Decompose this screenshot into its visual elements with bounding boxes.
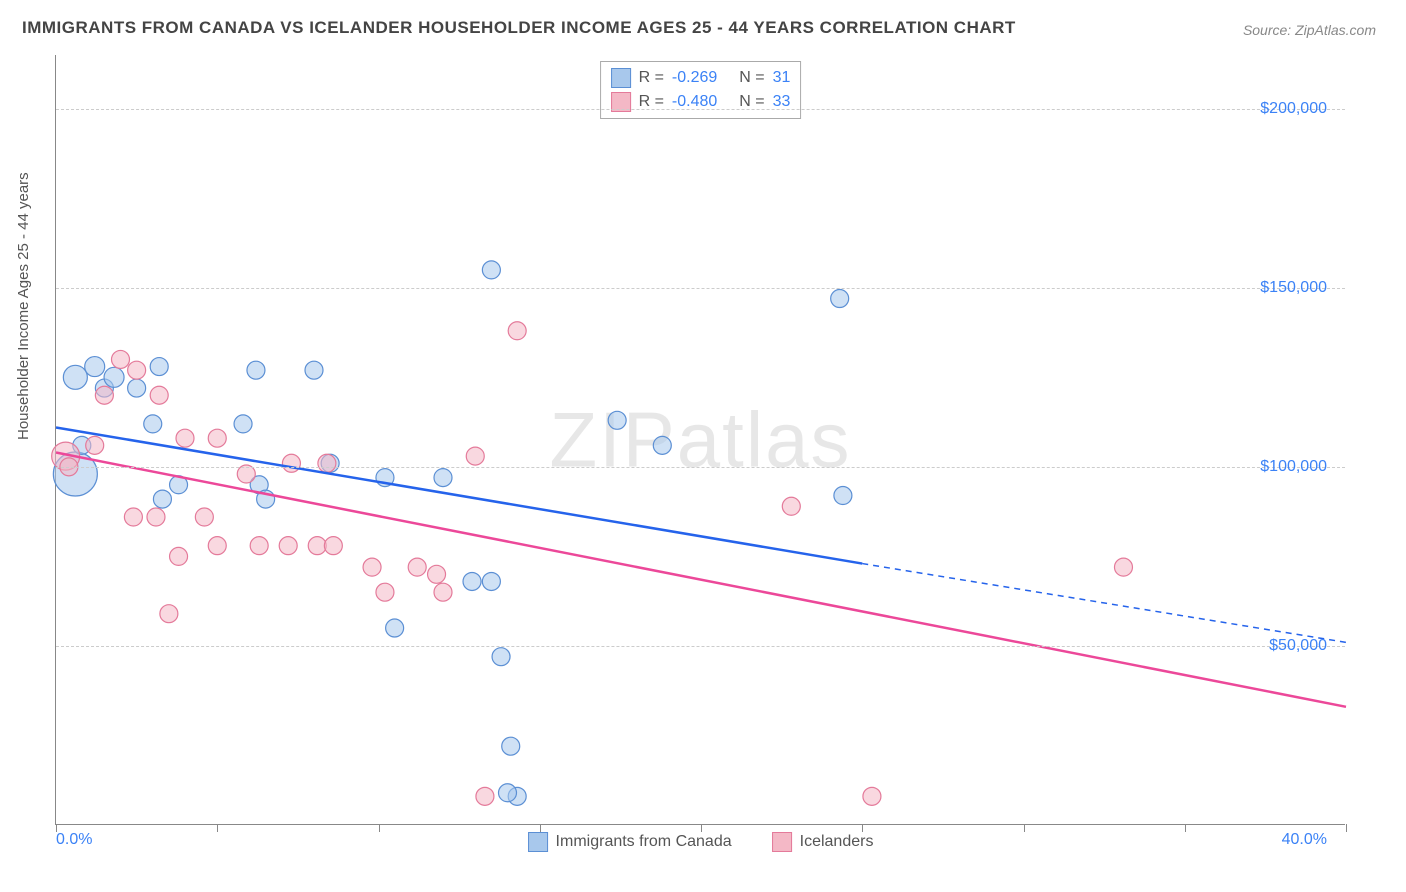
data-point <box>282 454 300 472</box>
stats-row-series-2: R = -0.480 N = 33 <box>611 90 791 114</box>
data-point <box>176 429 194 447</box>
data-point <box>408 558 426 576</box>
y-tick-label: $150,000 <box>1260 279 1327 297</box>
x-tick <box>1346 824 1347 832</box>
data-point <box>208 429 226 447</box>
data-point <box>1114 558 1132 576</box>
data-point <box>476 787 494 805</box>
x-tick <box>862 824 863 832</box>
data-point <box>124 508 142 526</box>
swatch-series-1 <box>611 68 631 88</box>
regression-line <box>56 427 862 563</box>
data-point <box>208 537 226 555</box>
data-point <box>482 572 500 590</box>
grid-line <box>56 646 1345 647</box>
data-point <box>318 454 336 472</box>
data-point <box>482 261 500 279</box>
legend-label-1: Immigrants from Canada <box>556 833 732 851</box>
x-tick <box>379 824 380 832</box>
legend-item-1: Immigrants from Canada <box>528 832 732 852</box>
x-tick <box>1185 824 1186 832</box>
x-max-label: 40.0% <box>1282 831 1327 849</box>
data-point <box>144 415 162 433</box>
data-point <box>279 537 297 555</box>
data-point <box>63 365 87 389</box>
data-point <box>104 367 124 387</box>
data-point <box>250 537 268 555</box>
swatch-icon <box>772 832 792 852</box>
chart-container: IMMIGRANTS FROM CANADA VS ICELANDER HOUS… <box>0 0 1406 892</box>
data-point <box>95 386 113 404</box>
stats-legend: R = -0.269 N = 31 R = -0.480 N = 33 <box>600 61 802 119</box>
data-point <box>434 583 452 601</box>
y-tick-label: $100,000 <box>1260 458 1327 476</box>
swatch-icon <box>528 832 548 852</box>
r-label: R = <box>639 69 664 87</box>
data-point <box>153 490 171 508</box>
data-point <box>160 605 178 623</box>
data-point <box>508 322 526 340</box>
data-point <box>782 497 800 515</box>
data-point <box>85 357 105 377</box>
grid-line <box>56 288 1345 289</box>
data-point <box>305 361 323 379</box>
regression-line <box>56 453 1346 707</box>
data-point <box>247 361 265 379</box>
data-point <box>128 379 146 397</box>
plot-area: ZIPatlas R = -0.269 N = 31 R = -0.480 N … <box>55 55 1345 825</box>
data-point <box>147 508 165 526</box>
data-point <box>170 547 188 565</box>
data-point <box>195 508 213 526</box>
data-point <box>150 358 168 376</box>
x-min-label: 0.0% <box>56 831 92 849</box>
data-point <box>86 436 104 454</box>
data-point <box>608 411 626 429</box>
data-point <box>324 537 342 555</box>
grid-line <box>56 109 1345 110</box>
data-point <box>376 583 394 601</box>
data-point <box>863 787 881 805</box>
data-point <box>428 565 446 583</box>
x-tick <box>217 824 218 832</box>
data-point <box>112 350 130 368</box>
n-value-1: 31 <box>773 69 791 87</box>
data-point <box>234 415 252 433</box>
data-point <box>386 619 404 637</box>
data-point <box>434 469 452 487</box>
n-label: N = <box>739 69 764 87</box>
x-tick <box>540 824 541 832</box>
y-axis-title: Householder Income Ages 25 - 44 years <box>15 172 32 440</box>
data-point <box>653 436 671 454</box>
source-attribution: Source: ZipAtlas.com <box>1243 22 1376 38</box>
data-point <box>150 386 168 404</box>
y-tick-label: $50,000 <box>1269 637 1327 655</box>
r-value-1: -0.269 <box>672 69 717 87</box>
chart-svg <box>56 55 1345 824</box>
data-point <box>128 361 146 379</box>
data-point <box>499 784 517 802</box>
legend-item-2: Icelanders <box>772 832 874 852</box>
data-point <box>492 648 510 666</box>
x-tick <box>1024 824 1025 832</box>
data-point <box>831 290 849 308</box>
y-tick-label: $200,000 <box>1260 100 1327 118</box>
grid-line <box>56 467 1345 468</box>
data-point <box>834 487 852 505</box>
data-point <box>502 737 520 755</box>
data-point <box>363 558 381 576</box>
data-point <box>308 537 326 555</box>
chart-title: IMMIGRANTS FROM CANADA VS ICELANDER HOUS… <box>22 18 1016 38</box>
stats-row-series-1: R = -0.269 N = 31 <box>611 66 791 90</box>
legend-label-2: Icelanders <box>800 833 874 851</box>
bottom-legend: Immigrants from Canada Icelanders <box>528 832 874 852</box>
data-point <box>463 572 481 590</box>
x-tick <box>56 824 57 832</box>
data-point <box>466 447 484 465</box>
regression-extension <box>862 564 1346 643</box>
x-tick <box>701 824 702 832</box>
